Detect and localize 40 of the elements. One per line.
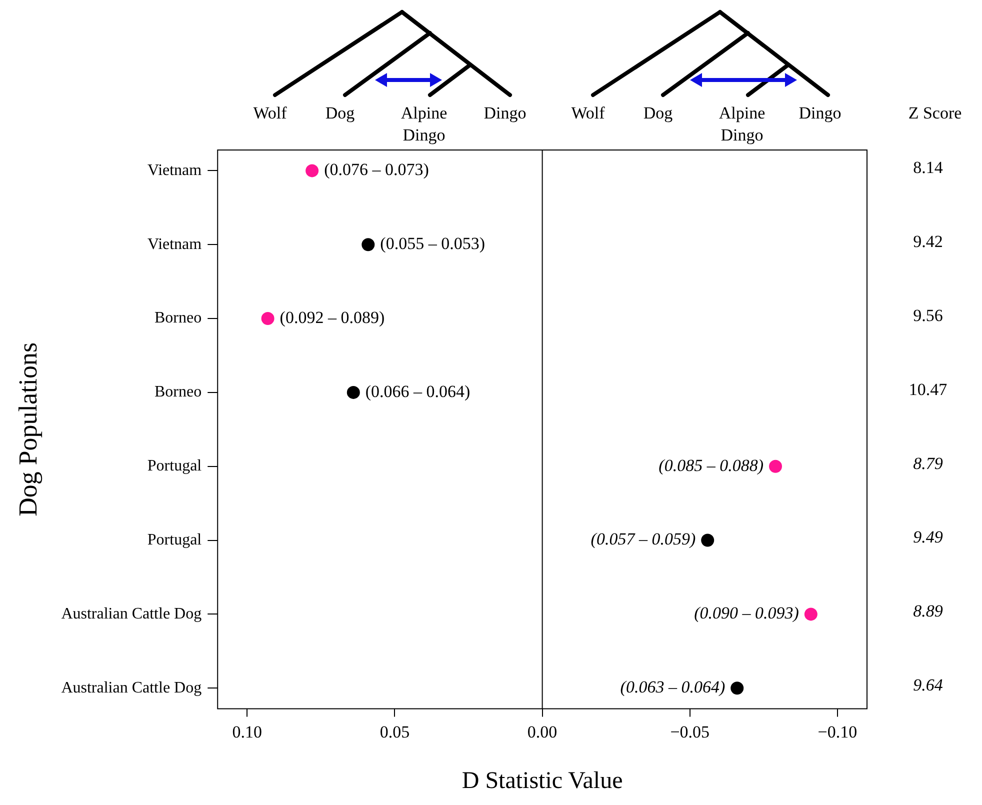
text: Alpine Dingo bbox=[400, 103, 448, 144]
x-tick-label: 0.00 bbox=[527, 722, 558, 742]
y-tick-label: Borneo bbox=[154, 384, 202, 401]
y-tick-label: Vietnam bbox=[147, 162, 202, 179]
y-tick-label: Portugal bbox=[147, 531, 202, 548]
text: Dingo bbox=[484, 103, 526, 122]
x-tick-label: −0.05 bbox=[670, 722, 710, 742]
text: Dog bbox=[643, 103, 674, 122]
text: 9.56 bbox=[913, 306, 943, 325]
data-label: (0.055 – 0.053) bbox=[380, 234, 485, 254]
data-label: (0.057 – 0.059) bbox=[590, 530, 696, 549]
y-axis-title: Dog Populations bbox=[13, 342, 42, 516]
data-label: (0.085 – 0.088) bbox=[658, 456, 764, 475]
text: Wolf bbox=[571, 103, 606, 122]
data-label: (0.066 – 0.064) bbox=[365, 382, 470, 401]
text: 10.47 bbox=[908, 380, 948, 399]
y-tick-label: Portugal bbox=[147, 458, 202, 475]
y-tick-label: Vietnam bbox=[147, 236, 202, 253]
x-tick-label: 0.10 bbox=[232, 722, 262, 742]
data-label: (0.092 – 0.089) bbox=[280, 308, 385, 327]
text: Dog bbox=[325, 103, 356, 122]
text: 8.89 bbox=[913, 602, 944, 621]
x-tick-label: −0.10 bbox=[818, 722, 858, 742]
text: Z Score bbox=[908, 103, 962, 122]
text: 9.64 bbox=[913, 676, 944, 695]
x-axis-title: D Statistic Value bbox=[462, 768, 623, 794]
data-label: (0.063 – 0.064) bbox=[620, 678, 726, 697]
text: Wolf bbox=[253, 103, 288, 122]
data-label: (0.076 – 0.073) bbox=[324, 160, 429, 180]
text: 8.14 bbox=[913, 158, 944, 178]
y-tick-label: Borneo bbox=[154, 310, 202, 327]
x-tick-label: 0.05 bbox=[380, 722, 410, 742]
text: Alpine Dingo bbox=[718, 103, 766, 144]
y-tick-label: Australian Cattle Dog bbox=[61, 605, 202, 622]
data-label: (0.090 – 0.093) bbox=[694, 604, 800, 623]
text: 8.79 bbox=[913, 454, 944, 473]
y-tick-label: Australian Cattle Dog bbox=[61, 679, 202, 696]
text: 9.42 bbox=[913, 232, 943, 252]
text: 9.49 bbox=[913, 528, 944, 547]
text: Dingo bbox=[798, 103, 842, 122]
